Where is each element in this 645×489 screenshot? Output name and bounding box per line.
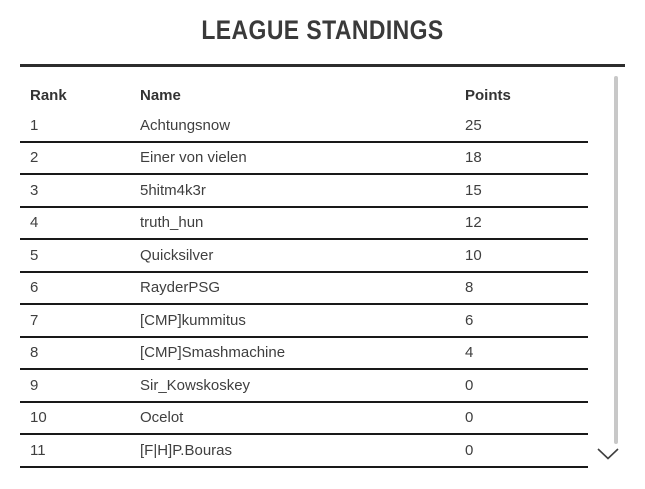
name-cell: RayderPSG <box>140 279 221 297</box>
table-row: 8 [CMP]Smashmachine 4 <box>20 338 588 370</box>
name-cell: Einer von vielen <box>140 149 247 167</box>
rank-cell: 7 <box>30 311 39 329</box>
points-cell: 15 <box>465 181 482 199</box>
standings-table: Rank Name Points 1 Achtungsnow 25 2 Eine… <box>20 67 588 468</box>
name-cell: truth_hun <box>140 214 204 232</box>
points-cell: 0 <box>465 441 474 459</box>
rank-cell: 3 <box>30 181 39 199</box>
rank-cell: 2 <box>30 149 39 167</box>
table-row: 3 5hitm4k3r 15 <box>20 175 588 208</box>
rank-cell: 9 <box>30 376 39 394</box>
rank-cell: 11 <box>30 441 46 459</box>
table-row: 9 Sir_Kowskoskey 0 <box>20 370 588 403</box>
name-cell: Sir_Kowskoskey <box>140 376 251 394</box>
points-cell: 0 <box>465 409 474 427</box>
column-header-points: Points <box>465 87 511 104</box>
points-cell: 4 <box>465 344 474 362</box>
rank-cell: 4 <box>30 214 39 232</box>
page-title: LEAGUE STANDINGS <box>201 15 444 45</box>
scrollbar[interactable] <box>614 76 618 444</box>
column-header-rank: Rank <box>30 87 67 104</box>
table-row: 7 [CMP]kummitus 6 <box>20 305 588 338</box>
table-row: 6 RayderPSG 8 <box>20 273 588 305</box>
table-row: 2 Einer von vielen 18 <box>20 143 588 175</box>
name-cell: [F|H]P.Bouras <box>140 441 232 459</box>
table-row: 5 Quicksilver 10 <box>20 240 588 273</box>
points-cell: 18 <box>465 149 482 167</box>
title-divider <box>20 64 625 67</box>
name-cell: 5hitm4k3r <box>140 181 206 199</box>
rank-cell: 8 <box>30 344 39 362</box>
table-row: 1 Achtungsnow 25 <box>20 110 588 143</box>
chevron-down-icon[interactable] <box>596 446 620 462</box>
name-cell: Achtungsnow <box>140 116 231 134</box>
column-header-name: Name <box>140 87 181 104</box>
name-cell: [CMP]kummitus <box>140 311 246 329</box>
rank-cell: 1 <box>30 116 39 134</box>
table-row: 4 truth_hun 12 <box>20 208 588 240</box>
points-cell: 0 <box>465 376 474 394</box>
points-cell: 8 <box>465 279 474 297</box>
name-cell: Ocelot <box>140 409 184 427</box>
name-cell: Quicksilver <box>140 246 214 264</box>
rank-cell: 10 <box>30 409 47 427</box>
rank-cell: 6 <box>30 279 39 297</box>
points-cell: 6 <box>465 311 474 329</box>
table-row: 11 [F|H]P.Bouras 0 <box>20 435 588 468</box>
rank-cell: 5 <box>30 246 39 264</box>
name-cell: [CMP]Smashmachine <box>140 344 286 362</box>
points-cell: 12 <box>465 214 482 232</box>
table-header-row: Rank Name Points <box>20 67 588 110</box>
table-body: 1 Achtungsnow 25 2 Einer von vielen 18 3… <box>20 110 588 468</box>
table-row: 10 Ocelot 0 <box>20 403 588 435</box>
points-cell: 25 <box>465 116 482 134</box>
points-cell: 10 <box>465 246 482 264</box>
